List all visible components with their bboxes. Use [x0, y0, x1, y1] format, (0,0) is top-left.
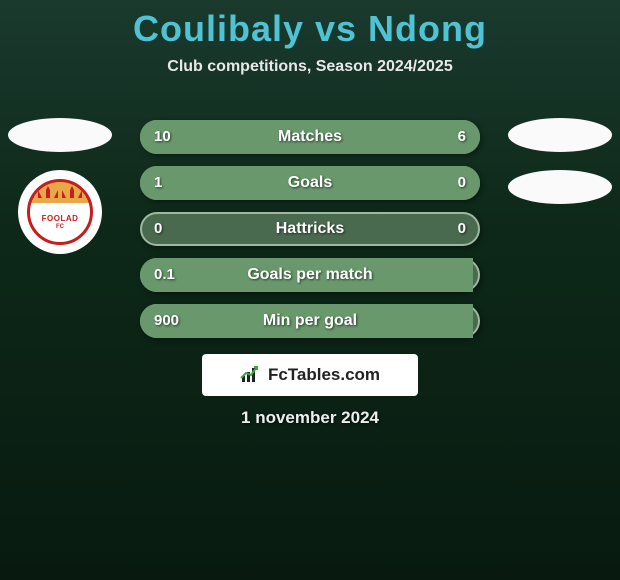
date-label: 1 november 2024: [0, 408, 620, 428]
stat-row: 10Goals: [140, 166, 480, 200]
right-placeholder-ellipse-2: [508, 170, 612, 204]
stat-row: 00Hattricks: [140, 212, 480, 246]
left-placeholder-ellipse: [8, 118, 112, 152]
subtitle: Club competitions, Season 2024/2025: [0, 58, 620, 76]
stat-label: Min per goal: [140, 304, 480, 338]
stat-label: Goals per match: [140, 258, 480, 292]
right-team-badges: [508, 118, 612, 222]
stat-label: Matches: [140, 120, 480, 154]
fctables-watermark: FcTables.com: [202, 354, 418, 396]
right-placeholder-ellipse-1: [508, 118, 612, 152]
stat-label: Goals: [140, 166, 480, 200]
left-team-badges: FOOLAD FC: [8, 118, 112, 254]
stat-row: 900Min per goal: [140, 304, 480, 338]
page-title: Coulibaly vs Ndong: [0, 0, 620, 50]
stats-bars: 106Matches 10Goals 00Hattricks 0.1Goals per…: [140, 120, 480, 350]
stat-row: 106Matches: [140, 120, 480, 154]
crest-subtext: FC: [30, 224, 90, 230]
stat-row: 0.1Goals per match: [140, 258, 480, 292]
stat-label: Hattricks: [140, 212, 480, 246]
left-club-crest: FOOLAD FC: [18, 170, 102, 254]
crest-text: FOOLAD: [30, 214, 90, 223]
watermark-text: FcTables.com: [268, 365, 380, 385]
chart-icon: [240, 366, 262, 384]
